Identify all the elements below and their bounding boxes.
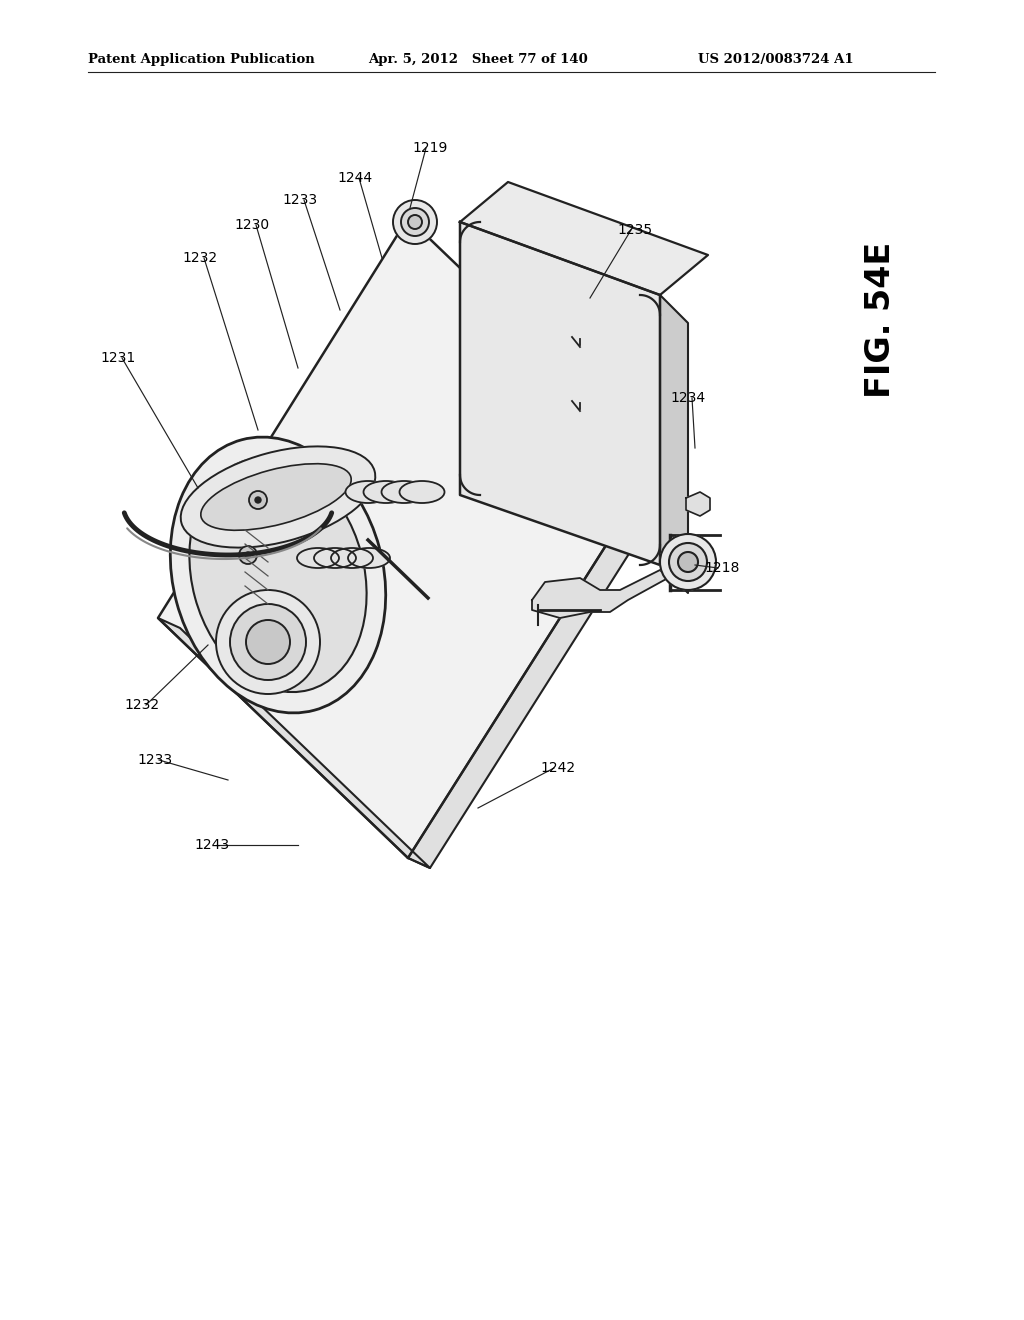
Polygon shape <box>408 459 682 869</box>
Polygon shape <box>532 570 668 618</box>
Circle shape <box>246 620 290 664</box>
Ellipse shape <box>364 480 409 503</box>
Circle shape <box>393 201 437 244</box>
Text: 1234: 1234 <box>671 391 706 405</box>
Polygon shape <box>460 222 660 565</box>
Text: 1243: 1243 <box>195 838 229 851</box>
Circle shape <box>401 209 429 236</box>
Text: 1233: 1233 <box>283 193 317 207</box>
Circle shape <box>239 546 257 564</box>
Text: 1232: 1232 <box>182 251 217 265</box>
Text: 1230: 1230 <box>234 218 269 232</box>
Circle shape <box>678 552 698 572</box>
Circle shape <box>249 491 267 510</box>
Text: US 2012/0083724 A1: US 2012/0083724 A1 <box>698 54 854 66</box>
Text: 1231: 1231 <box>100 351 135 366</box>
Ellipse shape <box>189 458 367 692</box>
Text: 1233: 1233 <box>137 752 173 767</box>
Polygon shape <box>686 492 710 516</box>
Polygon shape <box>158 218 660 858</box>
Polygon shape <box>660 294 688 593</box>
Text: 1232: 1232 <box>125 698 160 711</box>
Circle shape <box>408 215 422 228</box>
Ellipse shape <box>170 437 386 713</box>
Ellipse shape <box>345 480 390 503</box>
Ellipse shape <box>331 548 373 568</box>
Ellipse shape <box>180 446 375 548</box>
Ellipse shape <box>348 548 390 568</box>
Ellipse shape <box>201 463 351 531</box>
Text: 1244: 1244 <box>338 172 373 185</box>
Circle shape <box>245 552 251 558</box>
Text: Patent Application Publication: Patent Application Publication <box>88 54 314 66</box>
Ellipse shape <box>314 548 356 568</box>
Ellipse shape <box>382 480 427 503</box>
Text: 1218: 1218 <box>705 561 739 576</box>
Text: 1242: 1242 <box>541 762 575 775</box>
Ellipse shape <box>399 480 444 503</box>
Polygon shape <box>158 618 430 869</box>
Text: FIG. 54E: FIG. 54E <box>863 242 896 399</box>
Text: 1235: 1235 <box>617 223 652 238</box>
Circle shape <box>230 605 306 680</box>
Text: Apr. 5, 2012   Sheet 77 of 140: Apr. 5, 2012 Sheet 77 of 140 <box>368 54 588 66</box>
Circle shape <box>216 590 319 694</box>
Text: 1219: 1219 <box>413 141 447 154</box>
Circle shape <box>660 535 716 590</box>
Circle shape <box>669 543 707 581</box>
Ellipse shape <box>297 548 339 568</box>
Polygon shape <box>460 182 708 294</box>
Circle shape <box>255 498 261 503</box>
